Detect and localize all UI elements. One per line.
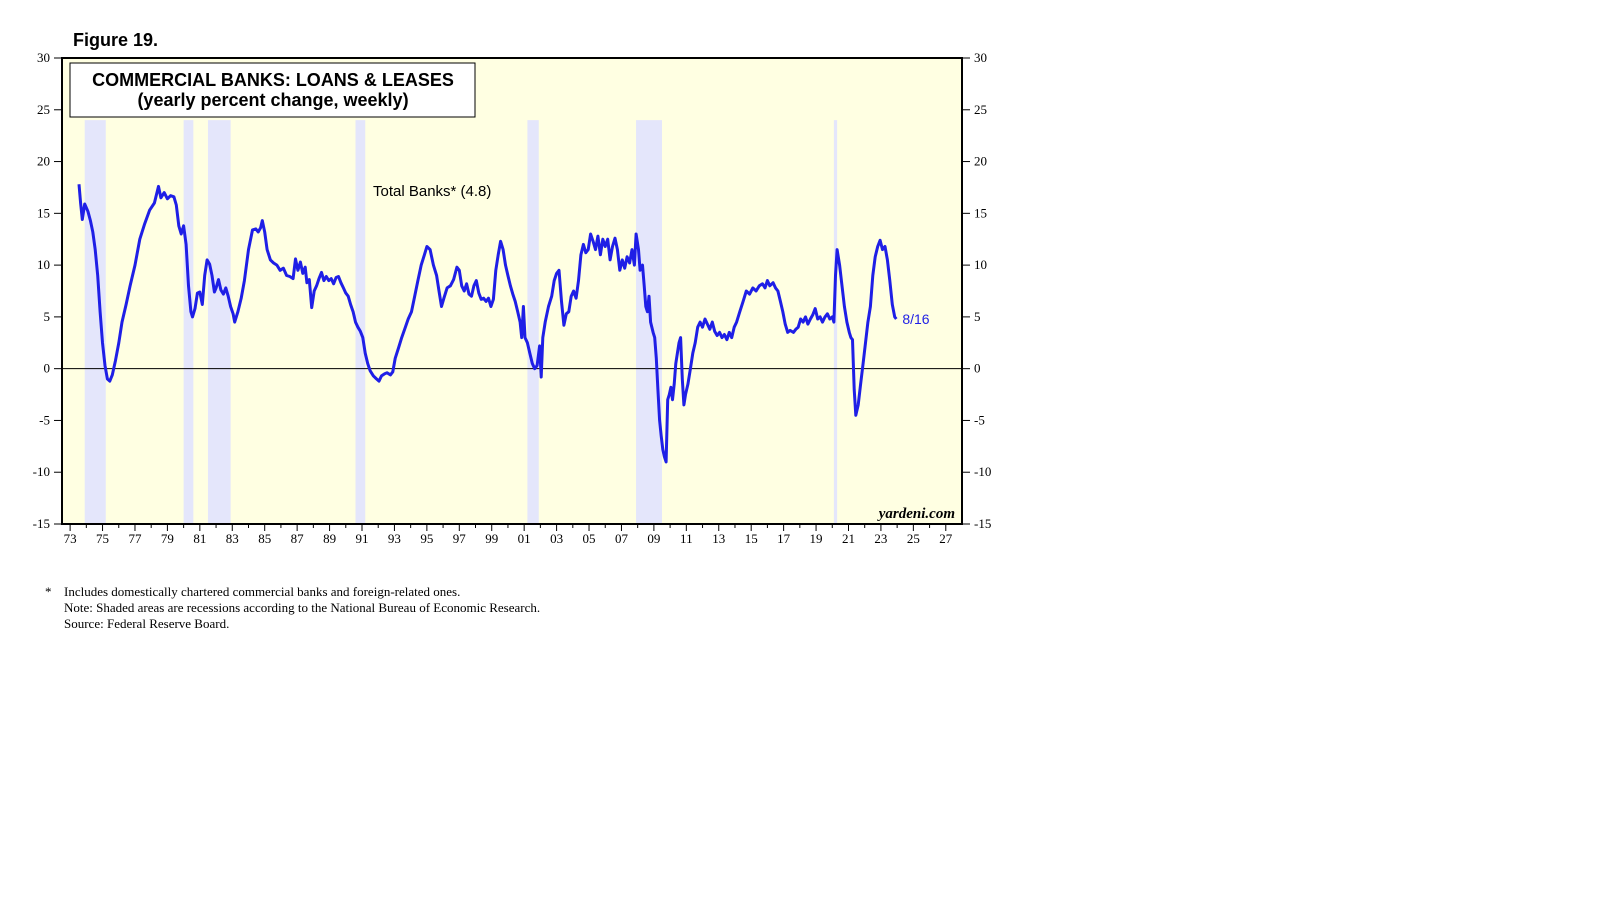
x-tick-label: 77 xyxy=(128,531,142,546)
figure-label: Figure 19. xyxy=(73,30,159,50)
x-tick-label: 25 xyxy=(907,531,920,546)
x-tick-label: 83 xyxy=(226,531,239,546)
y-axis-left: 30 25 20 15 10 5 0 -5 -10 -15 xyxy=(33,50,62,531)
recession-band-7 xyxy=(833,120,838,524)
y-tick-label-left: -15 xyxy=(33,516,50,531)
x-tick-label: 87 xyxy=(291,531,305,546)
series-line-total-banks xyxy=(77,184,898,464)
x-tick-label: 81 xyxy=(193,531,206,546)
x-tick-label: 79 xyxy=(161,531,174,546)
x-tick-label: 73 xyxy=(64,531,77,546)
chart-subtitle: (yearly percent change, weekly) xyxy=(137,90,408,110)
y-tick-label-left: 25 xyxy=(37,102,50,117)
x-tick-label: 85 xyxy=(258,531,271,546)
x-tick-label: 21 xyxy=(842,531,855,546)
footnote-star: * xyxy=(45,584,52,599)
x-tick-label: 89 xyxy=(323,531,336,546)
x-tick-label: 11 xyxy=(680,531,693,546)
footnotes: * Includes domestically chartered commerc… xyxy=(45,584,540,632)
x-tick-label: 03 xyxy=(550,531,563,546)
y-tick-label-right: -5 xyxy=(974,412,985,427)
chart-title: COMMERCIAL BANKS: LOANS & LEASES xyxy=(92,70,454,90)
y-tick-label-right: 30 xyxy=(974,50,987,65)
recession-band-6 xyxy=(636,120,662,524)
y-tick-label-left: -5 xyxy=(39,412,50,427)
x-axis: 73 75 77 79 81 83 85 87 89 91 93 95 97 99 01 03 05 07 09 11… xyxy=(64,524,953,546)
recession-band-2 xyxy=(183,120,194,524)
x-tick-label: 75 xyxy=(96,531,109,546)
recession-band-3 xyxy=(207,120,231,524)
y-tick-label-left: 5 xyxy=(44,309,51,324)
title-box xyxy=(69,62,476,118)
x-tick-label: 09 xyxy=(647,531,660,546)
end-label: 8/16 xyxy=(902,311,929,327)
recession-band-1 xyxy=(84,120,106,524)
x-tick-label: 13 xyxy=(712,531,725,546)
y-tick-label-left: 30 xyxy=(37,50,50,65)
y-tick-label-left: -10 xyxy=(33,464,50,479)
x-tick-label: 27 xyxy=(939,531,953,546)
x-tick-label: 97 xyxy=(453,531,467,546)
x-tick-label: 15 xyxy=(745,531,758,546)
y-axis-right: 30 25 20 15 10 5 0 -5 -10 -15 xyxy=(962,50,991,531)
y-tick-label-right: -15 xyxy=(974,516,991,531)
x-tick-label: 05 xyxy=(583,531,596,546)
plot-frame xyxy=(61,57,963,525)
x-tick-label: 07 xyxy=(615,531,629,546)
y-tick-label-right: 10 xyxy=(974,257,987,272)
chart: 30 25 20 15 10 5 0 -5 -10 -15 30 25 20 15 10 5 0 -5 -10 -1… xyxy=(33,50,992,546)
x-tick-label: 19 xyxy=(810,531,823,546)
x-tick-label: 93 xyxy=(388,531,401,546)
y-tick-label-left: 0 xyxy=(44,361,51,376)
x-tick-label: 23 xyxy=(874,531,887,546)
y-tick-label-right: 20 xyxy=(974,154,987,169)
x-tick-label: 17 xyxy=(777,531,791,546)
y-tick-label-left: 20 xyxy=(37,154,50,169)
x-tick-label: 99 xyxy=(485,531,498,546)
recession-band-4 xyxy=(355,120,366,524)
x-tick-label: 95 xyxy=(420,531,433,546)
y-tick-label-left: 15 xyxy=(37,205,50,220)
source-mark: yardeni.com xyxy=(877,506,955,522)
x-tick-label: 91 xyxy=(356,531,369,546)
x-tick-label: 01 xyxy=(518,531,531,546)
footnote-3: Source: Federal Reserve Board. xyxy=(64,616,230,631)
y-tick-label-right: 25 xyxy=(974,102,987,117)
y-tick-label-right: -10 xyxy=(974,464,991,479)
footnote-1: * Includes domestically chartered commerc… xyxy=(45,584,540,600)
footnote-2: Note: Shaded areas are recessions accord… xyxy=(64,600,541,615)
y-tick-label-left: 10 xyxy=(37,257,50,272)
series-label: Total Banks* (4.8) xyxy=(373,183,491,200)
y-tick-label-right: 5 xyxy=(974,309,981,324)
y-tick-label-right: 15 xyxy=(974,205,987,220)
y-tick-label-right: 0 xyxy=(974,361,981,376)
recession-band-5 xyxy=(527,120,539,524)
footnote-text-1: Includes domestically chartered commerci… xyxy=(64,584,461,599)
